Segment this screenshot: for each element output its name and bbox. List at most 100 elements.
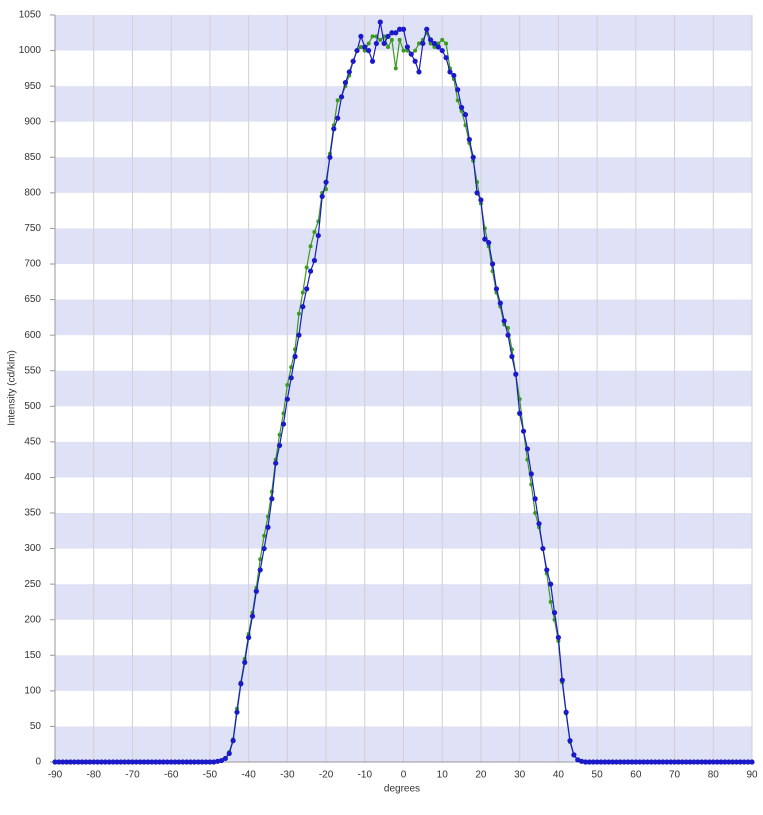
point bbox=[533, 511, 538, 515]
point bbox=[238, 681, 244, 687]
point bbox=[110, 759, 116, 765]
point bbox=[482, 236, 488, 242]
point bbox=[486, 240, 492, 246]
point bbox=[265, 524, 271, 530]
point bbox=[397, 37, 402, 42]
point bbox=[416, 69, 422, 75]
point bbox=[141, 759, 147, 765]
point bbox=[501, 318, 507, 324]
y-tick-label: 850 bbox=[24, 152, 41, 163]
point bbox=[559, 677, 565, 683]
point bbox=[253, 588, 259, 594]
point bbox=[342, 79, 349, 86]
point bbox=[324, 187, 329, 192]
x-axis-label: degrees bbox=[384, 784, 420, 795]
point bbox=[168, 759, 174, 765]
point bbox=[354, 47, 360, 54]
point bbox=[300, 304, 306, 310]
point bbox=[230, 738, 236, 744]
point bbox=[389, 37, 394, 42]
point bbox=[296, 311, 301, 316]
y-tick-label: 800 bbox=[24, 187, 41, 198]
point bbox=[304, 265, 309, 270]
point bbox=[366, 41, 371, 46]
point bbox=[648, 759, 654, 765]
point bbox=[207, 759, 213, 765]
point bbox=[598, 759, 604, 765]
point bbox=[75, 759, 81, 765]
point bbox=[346, 69, 352, 75]
point bbox=[262, 533, 267, 538]
point bbox=[312, 229, 317, 234]
point bbox=[83, 759, 89, 765]
point bbox=[242, 659, 248, 666]
x-tick-label: 70 bbox=[669, 770, 681, 781]
point bbox=[370, 34, 375, 39]
point bbox=[520, 428, 527, 434]
point bbox=[431, 40, 438, 47]
point bbox=[373, 40, 379, 47]
point bbox=[133, 759, 139, 765]
x-tick-label: 0 bbox=[401, 770, 407, 781]
point bbox=[691, 759, 697, 765]
point bbox=[551, 610, 558, 616]
y-axis-label: Intensity (cd/klm) bbox=[7, 350, 18, 426]
point bbox=[156, 759, 163, 765]
point bbox=[180, 759, 186, 765]
point bbox=[408, 51, 414, 57]
x-tick-label: -20 bbox=[319, 770, 334, 781]
point bbox=[586, 759, 592, 765]
point bbox=[323, 179, 329, 185]
y-tick-label: 600 bbox=[24, 330, 41, 341]
point bbox=[613, 759, 620, 765]
point bbox=[733, 759, 740, 765]
point bbox=[400, 26, 407, 32]
point bbox=[199, 759, 205, 765]
point bbox=[447, 69, 453, 75]
point bbox=[444, 41, 449, 46]
point bbox=[335, 115, 341, 121]
point bbox=[377, 19, 383, 25]
point bbox=[741, 759, 747, 765]
point bbox=[226, 750, 232, 757]
point bbox=[668, 759, 674, 765]
point bbox=[428, 41, 433, 46]
point bbox=[397, 26, 403, 32]
point bbox=[366, 47, 372, 54]
point bbox=[292, 353, 298, 360]
point bbox=[493, 286, 500, 292]
point bbox=[683, 759, 689, 765]
point bbox=[610, 759, 616, 765]
point bbox=[118, 759, 124, 765]
point bbox=[215, 758, 221, 764]
point bbox=[714, 759, 720, 765]
point bbox=[67, 759, 74, 765]
point bbox=[369, 58, 376, 64]
x-tick-label: 20 bbox=[475, 770, 487, 781]
point bbox=[660, 759, 666, 765]
y-tick-label: 1050 bbox=[19, 10, 42, 21]
point bbox=[548, 581, 554, 587]
point bbox=[284, 396, 290, 402]
point bbox=[389, 30, 395, 36]
point bbox=[664, 759, 670, 765]
point bbox=[517, 410, 523, 416]
point bbox=[273, 460, 279, 466]
point bbox=[129, 759, 136, 765]
point bbox=[52, 759, 58, 765]
y-tick-label: 1000 bbox=[19, 45, 42, 56]
point bbox=[416, 41, 421, 46]
x-tick-label: -50 bbox=[203, 770, 218, 781]
point bbox=[358, 33, 364, 39]
point bbox=[443, 55, 449, 61]
x-tick-label: -60 bbox=[164, 770, 179, 781]
y-tick-label: 200 bbox=[24, 614, 41, 625]
point bbox=[137, 759, 143, 765]
point bbox=[79, 759, 85, 765]
x-tick-label: -40 bbox=[241, 770, 256, 781]
point bbox=[540, 545, 546, 552]
point bbox=[555, 634, 561, 641]
x-tick-label: 60 bbox=[630, 770, 642, 781]
y-tick-label: 750 bbox=[24, 223, 41, 234]
point bbox=[458, 104, 465, 111]
